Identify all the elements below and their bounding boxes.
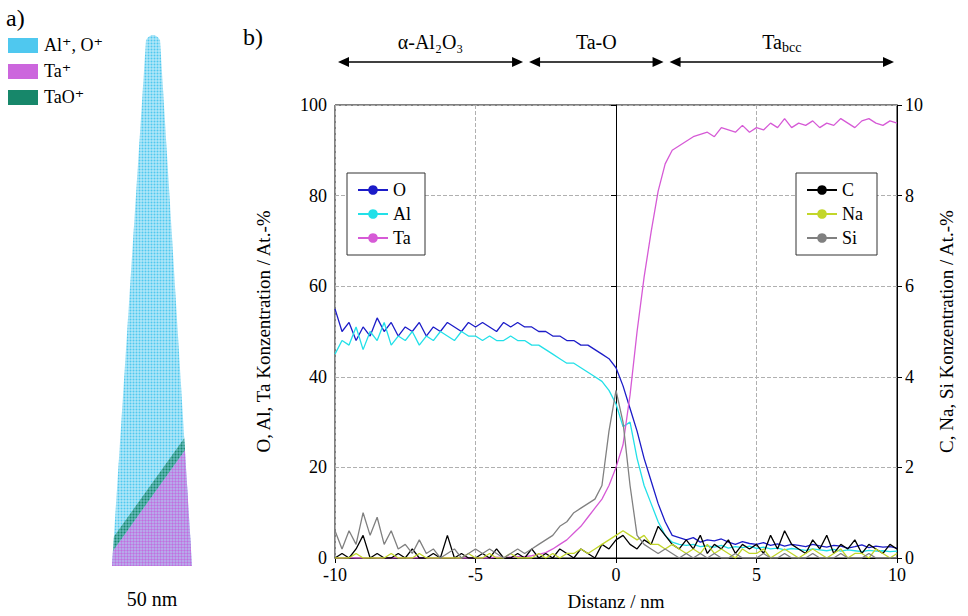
svg-text:O: O [393,180,406,200]
svg-text:TaO⁺: TaO⁺ [44,87,84,107]
svg-text:-5: -5 [468,565,483,585]
svg-text:C, Na, Si Konzentration / At.-: C, Na, Si Konzentration / At.-% [936,210,957,453]
svg-text:bcc: bcc [782,40,801,55]
svg-text:6: 6 [905,276,914,296]
svg-text:Ta⁺: Ta⁺ [44,61,71,81]
svg-text:0: 0 [905,548,914,568]
svg-text:C: C [842,180,854,200]
svg-text:4: 4 [905,367,914,387]
svg-text:0: 0 [612,565,621,585]
svg-text:10: 10 [888,565,906,585]
svg-text:O, Al, Ta Konzentration / At.-: O, Al, Ta Konzentration / At.-% [253,210,274,452]
svg-text:Al⁺, O⁺: Al⁺, O⁺ [44,35,103,55]
svg-text:a): a) [6,5,25,31]
svg-text:-10: -10 [323,565,347,585]
svg-text:α-Al₂O₃: α-Al₂O₃ [398,31,464,53]
svg-text:60: 60 [309,276,327,296]
svg-text:100: 100 [300,95,327,115]
svg-text:10: 10 [905,95,923,115]
svg-text:0: 0 [318,548,327,568]
svg-text:Al: Al [393,204,411,224]
svg-text:Ta: Ta [393,228,411,248]
svg-text:b): b) [243,24,263,50]
svg-text:Si: Si [842,228,857,248]
svg-text:Distanz / nm: Distanz / nm [567,591,664,612]
svg-text:20: 20 [309,457,327,477]
svg-text:2: 2 [905,457,914,477]
svg-text:5: 5 [752,565,761,585]
svg-text:Na: Na [842,204,863,224]
svg-text:Ta: Ta [762,31,782,53]
svg-text:Ta-O: Ta-O [576,31,617,53]
svg-text:8: 8 [905,186,914,206]
svg-text:80: 80 [309,186,327,206]
svg-text:50 nm: 50 nm [127,588,178,610]
svg-text:40: 40 [309,367,327,387]
